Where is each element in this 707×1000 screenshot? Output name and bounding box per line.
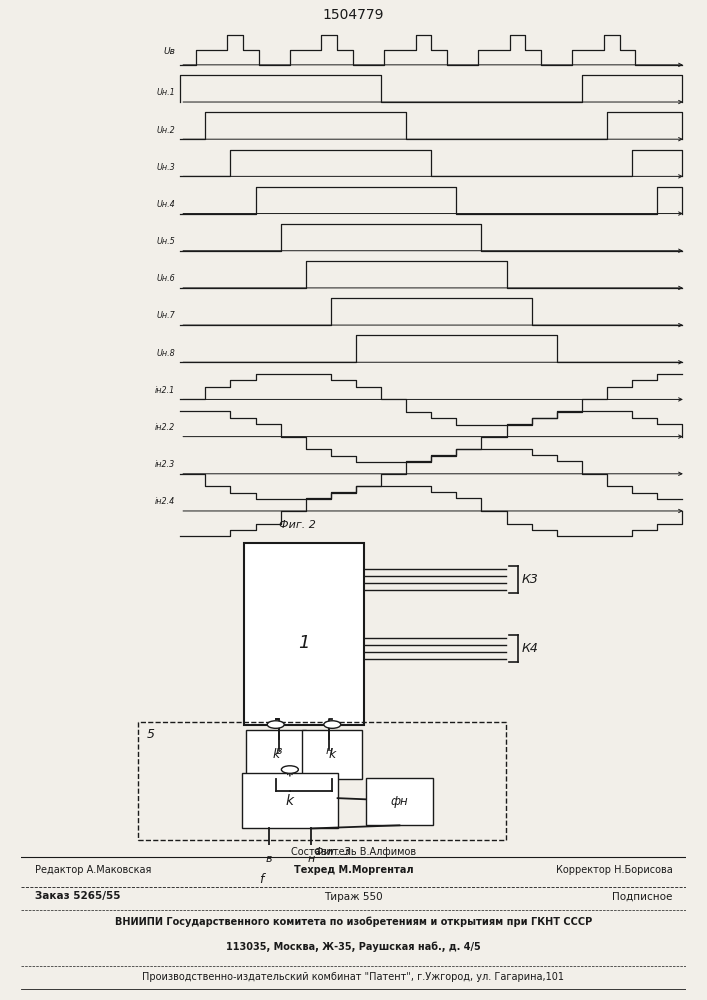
- Text: Заказ 5265/55: Заказ 5265/55: [35, 892, 120, 902]
- Text: Uв: Uв: [163, 47, 175, 56]
- Text: Uн.1: Uн.1: [156, 88, 175, 97]
- Text: 5: 5: [146, 728, 154, 741]
- Text: Подписное: Подписное: [612, 892, 672, 902]
- Text: Корректор Н.Борисова: Корректор Н.Борисова: [556, 865, 672, 875]
- Text: Uн.3: Uн.3: [156, 163, 175, 172]
- Text: Фиг. 3: Фиг. 3: [314, 847, 351, 857]
- Bar: [246, 730, 306, 779]
- Bar: [303, 730, 362, 779]
- Circle shape: [281, 766, 298, 773]
- Text: k: k: [329, 748, 336, 761]
- Text: ВНИИПИ Государственного комитета по изобретениям и открытиям при ГКНТ СССР: ВНИИПИ Государственного комитета по изоб…: [115, 916, 592, 927]
- Text: iн2.1: iн2.1: [155, 386, 175, 395]
- Text: f: f: [259, 873, 264, 886]
- Text: н: н: [325, 746, 332, 756]
- Text: Фиг. 2: Фиг. 2: [279, 520, 315, 530]
- Text: Составитель В.Алфимов: Составитель В.Алфимов: [291, 847, 416, 857]
- Text: фн: фн: [391, 795, 408, 808]
- Text: iн2.2: iн2.2: [155, 423, 175, 432]
- Bar: [366, 778, 433, 825]
- Text: Редактор А.Маковская: Редактор А.Маковская: [35, 865, 151, 875]
- Text: К4: К4: [522, 642, 539, 655]
- Bar: [242, 773, 338, 828]
- Text: Производственно-издательский комбинат "Патент", г.Ужгород, ул. Гагарина,101: Производственно-издательский комбинат "П…: [143, 972, 564, 982]
- Text: Uн.7: Uн.7: [156, 311, 175, 320]
- Text: 113035, Москва, Ж-35, Раушская наб., д. 4/5: 113035, Москва, Ж-35, Раушская наб., д. …: [226, 941, 481, 952]
- Text: в: в: [276, 746, 283, 756]
- Text: Uн.5: Uн.5: [156, 237, 175, 246]
- Bar: [244, 543, 364, 725]
- Text: К3: К3: [522, 573, 539, 586]
- Text: iн2.3: iн2.3: [155, 460, 175, 469]
- Text: Тираж 550: Тираж 550: [325, 892, 382, 902]
- Text: Uн.8: Uн.8: [156, 349, 175, 358]
- Bar: [138, 722, 506, 840]
- Text: Техред М.Моргентал: Техред М.Моргентал: [293, 865, 414, 875]
- Text: k: k: [286, 794, 294, 808]
- Text: в: в: [266, 854, 272, 864]
- Text: iн2.4: iн2.4: [155, 497, 175, 506]
- Text: 1504779: 1504779: [323, 8, 384, 22]
- Circle shape: [324, 721, 341, 728]
- Text: Uн.6: Uн.6: [156, 274, 175, 283]
- Circle shape: [267, 721, 284, 728]
- Text: k: k: [272, 748, 279, 761]
- Text: н: н: [308, 854, 315, 864]
- Text: 1: 1: [298, 634, 310, 652]
- Text: Uн.2: Uн.2: [156, 126, 175, 135]
- Text: Uн.4: Uн.4: [156, 200, 175, 209]
